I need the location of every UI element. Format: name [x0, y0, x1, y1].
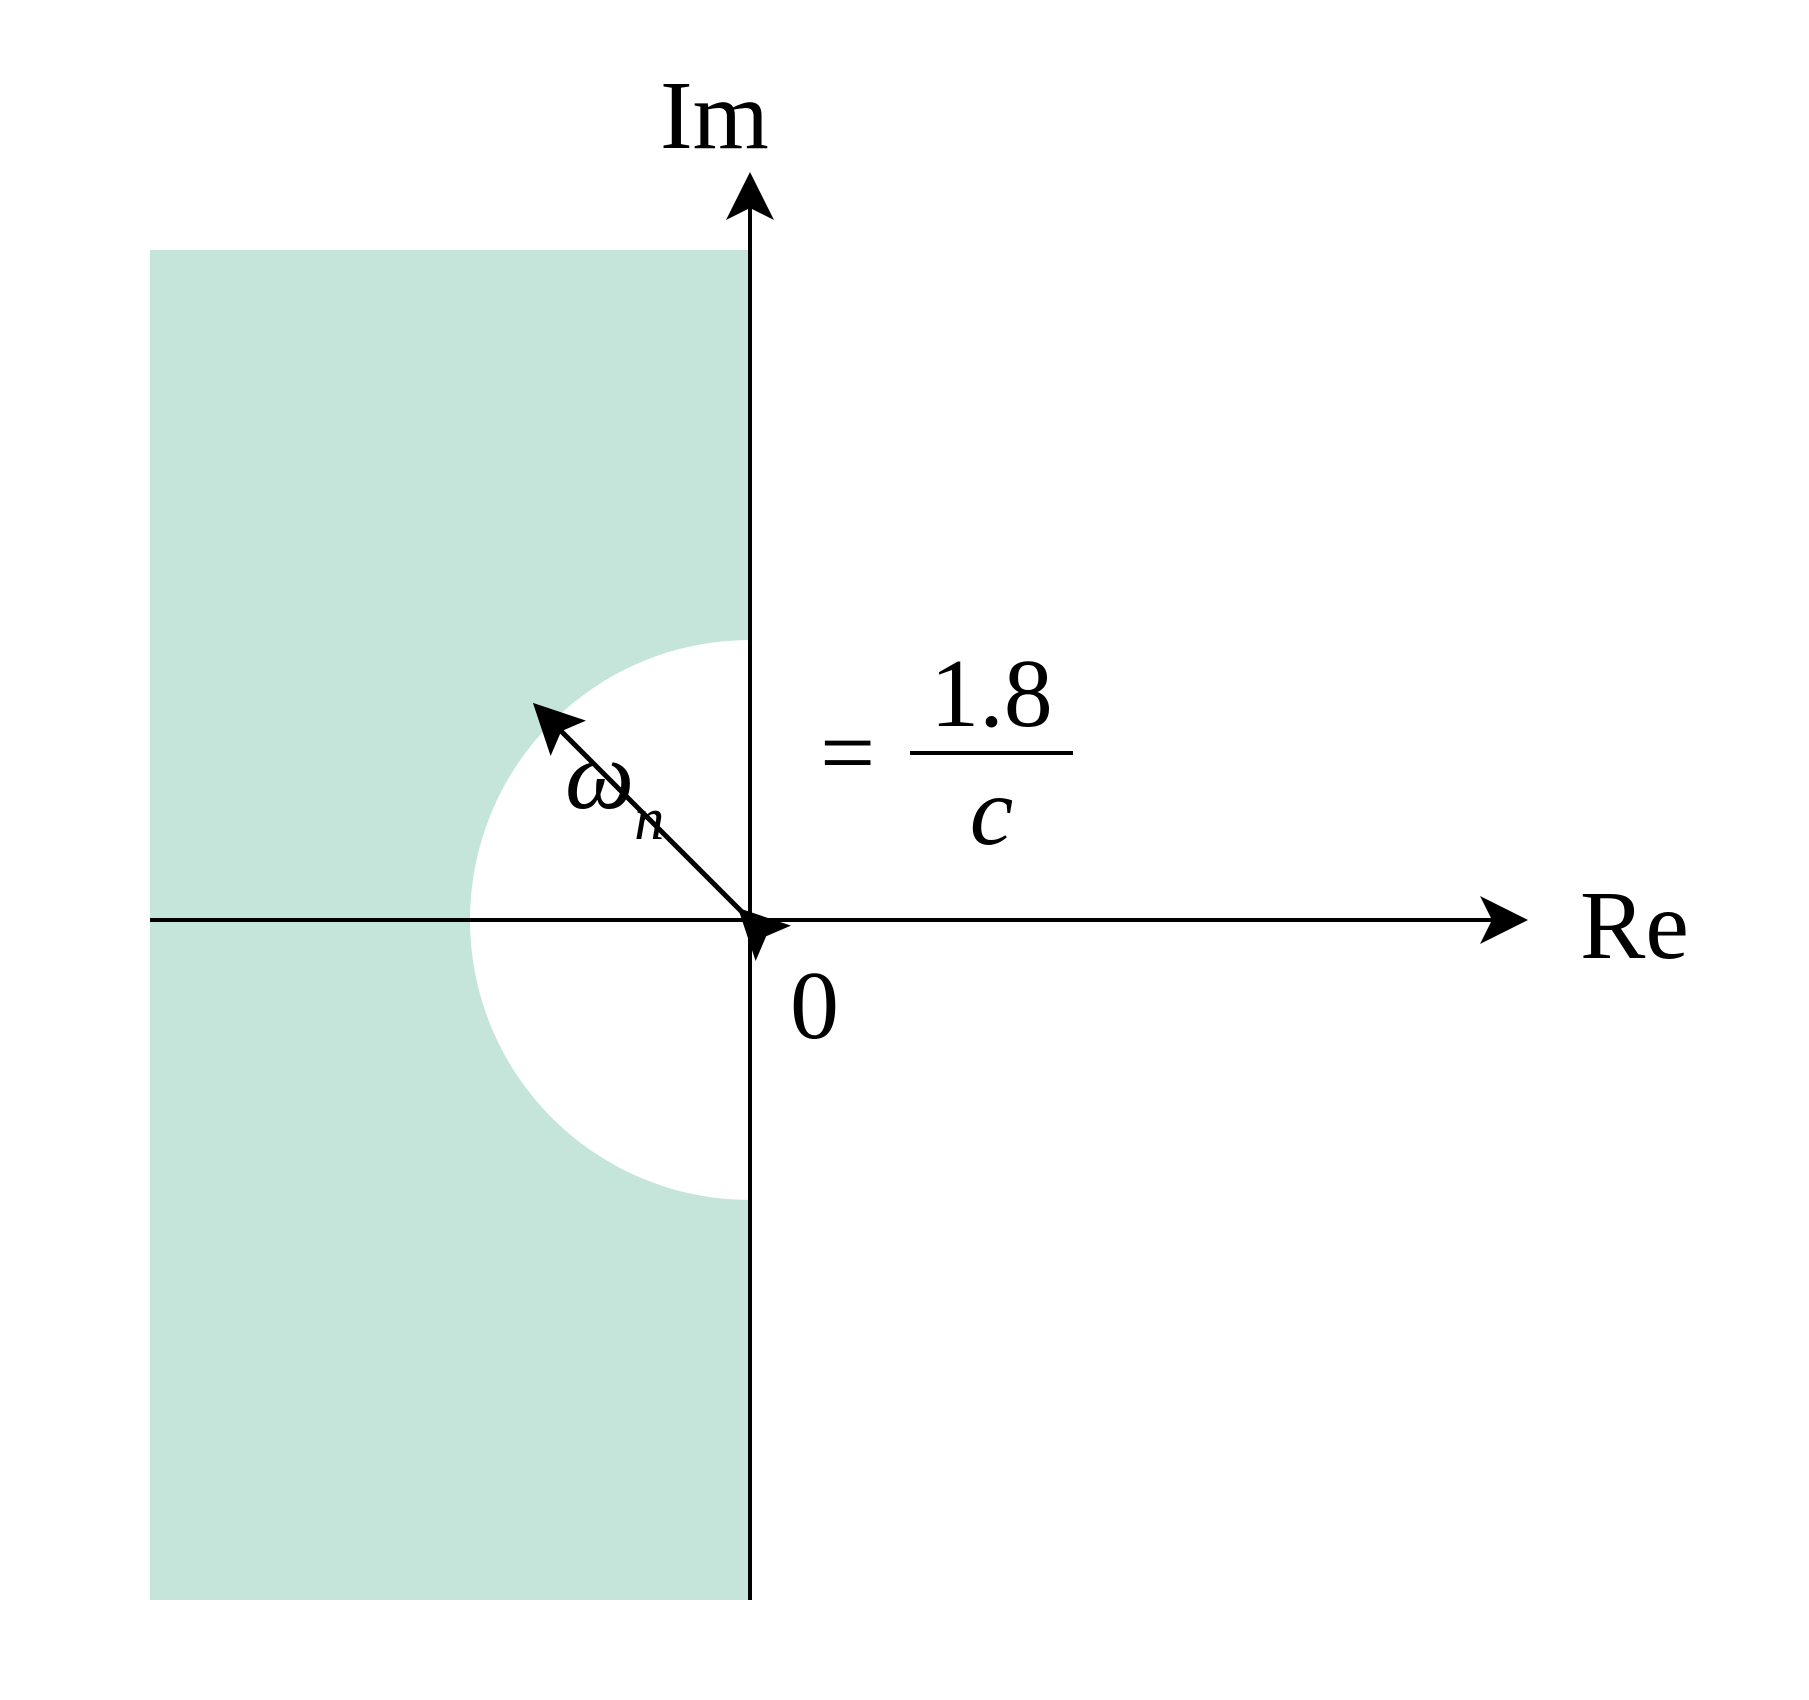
fraction: 1.8 c — [910, 640, 1073, 866]
omega-label: ωn — [565, 720, 664, 844]
re-axis-label: Re — [1580, 870, 1689, 982]
im-axis-label: Im — [660, 60, 769, 172]
complex-plane-diagram: Im Re 0 ωn = 1.8 c — [0, 0, 1809, 1700]
equals-sign: = — [820, 697, 875, 809]
fraction-denominator: c — [950, 755, 1034, 866]
shaded-region — [150, 250, 750, 1600]
equation: = 1.8 c — [820, 640, 1073, 866]
origin-label: 0 — [790, 950, 839, 1062]
omega-symbol: ω — [565, 722, 634, 830]
fraction-numerator: 1.8 — [910, 640, 1073, 755]
omega-subscript: n — [634, 786, 664, 852]
